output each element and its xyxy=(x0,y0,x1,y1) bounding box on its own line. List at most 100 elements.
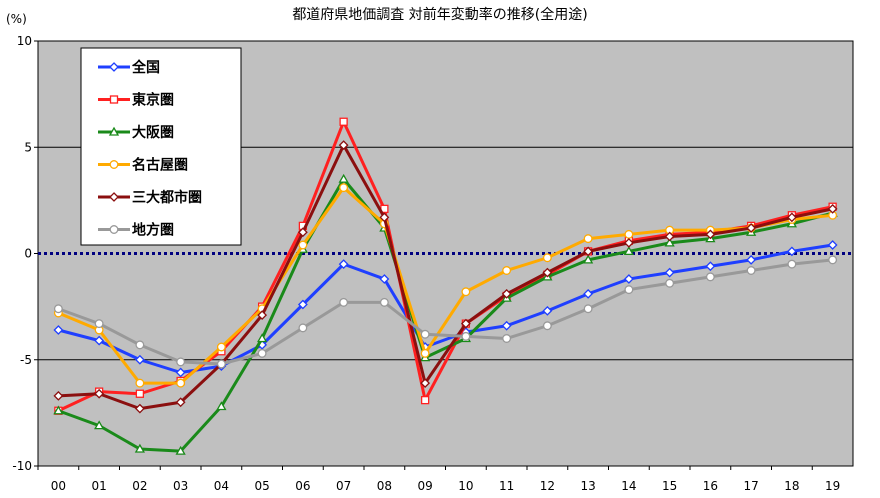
data-point-marker xyxy=(175,397,186,408)
data-point-marker xyxy=(257,310,268,321)
data-point-marker xyxy=(705,261,716,272)
data-point-marker xyxy=(338,140,349,151)
data-point-marker xyxy=(94,420,105,430)
data-point-marker xyxy=(827,203,838,214)
data-point-marker xyxy=(502,334,512,343)
chart-title: 都道府県地価調査 対前年変動率の推移(全用途) xyxy=(292,6,587,23)
data-point-marker xyxy=(109,62,119,72)
data-point-marker xyxy=(583,304,593,314)
x-tick-label: 10 xyxy=(458,479,473,493)
data-point-marker xyxy=(460,318,471,329)
data-point-marker xyxy=(297,299,308,310)
data-point-marker xyxy=(746,266,756,275)
data-point-marker xyxy=(461,331,471,341)
data-point-marker xyxy=(786,212,797,223)
legend-entry: 三大都市圏 xyxy=(98,189,202,206)
data-point-marker xyxy=(624,229,634,239)
legend-label: 名古屋圏 xyxy=(132,157,188,174)
legend-label: 全国 xyxy=(131,59,160,76)
data-point-marker xyxy=(827,240,838,250)
data-point-marker xyxy=(420,329,430,339)
legend-entry: 東京圏 xyxy=(98,92,174,109)
data-point-marker xyxy=(379,274,390,284)
data-point-marker xyxy=(664,267,675,278)
x-tick-label: 01 xyxy=(91,479,106,493)
x-tick-label: 05 xyxy=(254,479,269,493)
series-group xyxy=(53,117,838,455)
data-point-marker xyxy=(109,95,119,104)
data-point-marker xyxy=(787,259,797,269)
data-point-marker xyxy=(216,401,227,411)
x-tick-label: 08 xyxy=(377,479,392,493)
data-point-marker xyxy=(53,390,64,401)
x-axis: 00 01 02 03 04 05 06 07 08 09 10 11 12 13 14 15 16 17 18 19 xyxy=(37,466,840,493)
x-tick-label: 15 xyxy=(662,479,677,493)
data-point-marker xyxy=(583,288,594,299)
y-tick-label: -5 xyxy=(20,353,32,367)
x-tick-label: 00 xyxy=(51,479,66,493)
x-tick-label: 03 xyxy=(173,479,188,493)
data-point-marker xyxy=(420,395,430,405)
data-point-marker xyxy=(109,160,119,169)
data-point-marker xyxy=(94,335,105,346)
data-point-marker xyxy=(134,403,145,414)
data-point-marker xyxy=(542,267,553,278)
data-point-marker xyxy=(175,367,186,378)
data-point-marker xyxy=(339,183,349,193)
data-point-marker xyxy=(665,278,675,288)
y-tick-label: -10 xyxy=(12,459,32,473)
data-point-marker xyxy=(297,227,308,238)
x-tick-label: 12 xyxy=(540,479,555,493)
legend-label: 地方圏 xyxy=(132,222,174,239)
x-tick-label: 09 xyxy=(417,479,432,493)
data-point-marker xyxy=(501,288,512,299)
series-三大都市圏 xyxy=(53,140,838,414)
data-point-marker xyxy=(542,321,552,331)
data-point-marker xyxy=(502,266,512,275)
x-tick-label: 04 xyxy=(214,479,229,493)
data-point-marker xyxy=(298,240,308,250)
data-point-marker xyxy=(583,254,594,264)
data-point-marker xyxy=(134,354,145,365)
data-point-marker xyxy=(339,117,348,126)
y-tick-label: 10 xyxy=(17,34,32,48)
data-point-marker xyxy=(134,443,145,453)
series-全国 xyxy=(53,240,838,378)
data-point-marker xyxy=(623,237,634,248)
legend-entry: 地方圏 xyxy=(98,222,174,239)
data-point-marker xyxy=(379,297,389,307)
legend-entry: 大阪圏 xyxy=(98,124,174,141)
data-point-marker xyxy=(705,272,715,282)
data-point-marker xyxy=(461,287,471,297)
data-point-marker xyxy=(216,342,226,352)
data-point-marker xyxy=(746,223,757,233)
data-point-marker xyxy=(176,378,186,388)
data-point-marker xyxy=(379,212,390,223)
data-point-marker xyxy=(176,357,186,367)
data-point-marker xyxy=(257,348,267,358)
series-line xyxy=(57,186,833,385)
data-point-marker xyxy=(94,388,105,399)
data-point-marker xyxy=(298,323,308,333)
x-tick-label: 13 xyxy=(580,479,595,493)
data-point-marker xyxy=(135,378,145,388)
data-point-marker xyxy=(786,246,797,257)
series-line xyxy=(58,143,833,411)
data-point-marker xyxy=(338,259,349,270)
data-point-marker xyxy=(583,246,594,257)
data-point-marker xyxy=(542,305,553,316)
data-point-marker xyxy=(420,348,430,358)
x-tick-label: 02 xyxy=(132,479,147,493)
data-point-marker xyxy=(339,297,349,307)
data-point-marker xyxy=(109,192,119,202)
legend-label: 大阪圏 xyxy=(132,124,174,141)
x-tick-label: 14 xyxy=(621,479,636,493)
series-line xyxy=(57,243,833,374)
data-point-marker xyxy=(135,340,145,350)
data-point-marker xyxy=(53,304,63,314)
data-point-marker xyxy=(583,234,593,244)
data-point-marker xyxy=(175,445,186,455)
data-point-marker xyxy=(624,285,634,295)
data-point-marker xyxy=(338,173,349,183)
data-point-marker xyxy=(623,246,634,256)
